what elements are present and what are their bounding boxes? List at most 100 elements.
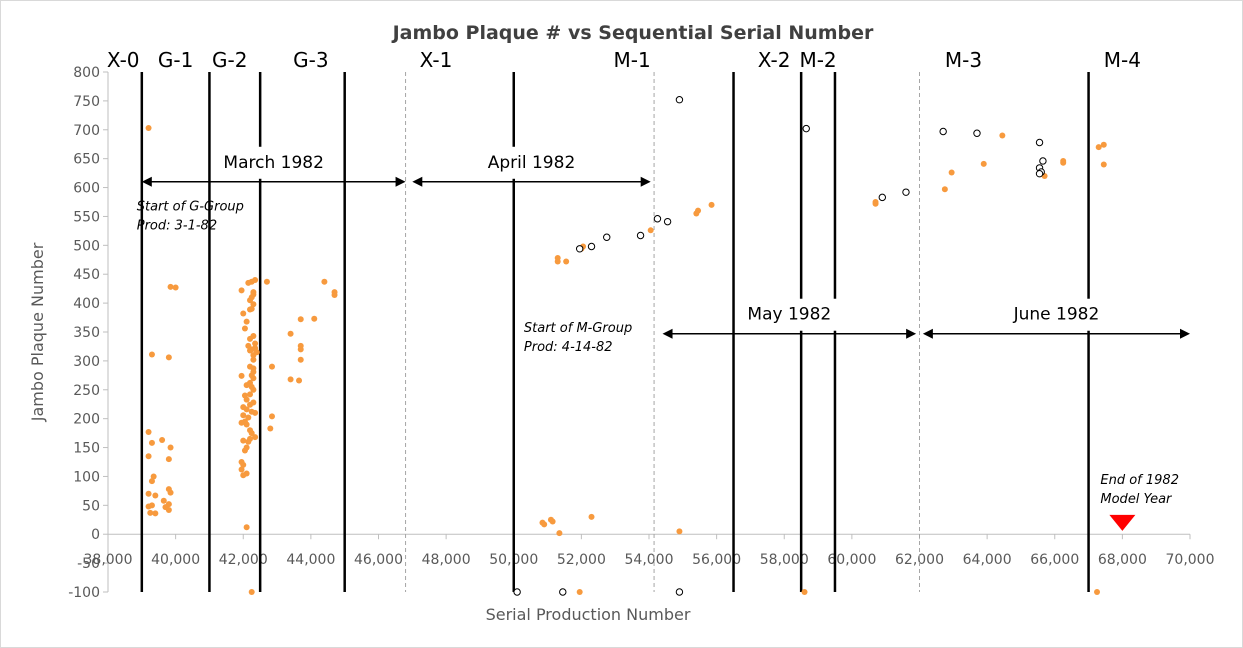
annotation-text: Prod: 3-1-82: [137, 219, 217, 234]
filled-point: [245, 414, 252, 421]
x-tick-label: 54,000: [625, 552, 674, 568]
filled-point: [238, 287, 245, 294]
filled-point: [268, 363, 275, 370]
filled-point: [159, 437, 166, 444]
filled-point: [250, 375, 257, 382]
filled-point: [172, 284, 179, 291]
filled-point: [145, 503, 152, 510]
x-tick-label: 38,000: [84, 552, 133, 568]
filled-point: [1100, 141, 1107, 148]
filled-point: [331, 292, 338, 299]
filled-point: [148, 478, 155, 485]
y-tick-label: 650: [73, 152, 100, 168]
filled-point: [165, 456, 172, 463]
month-range-label-bg: [475, 146, 588, 179]
filled-point: [148, 439, 155, 446]
filled-point: [1094, 589, 1101, 595]
y-tick-label: 800: [73, 65, 100, 81]
axes-layer: -100 -50 0 50 100 150 200 250 300 350 400 450 500 550…: [68, 65, 1214, 601]
filled-point: [145, 453, 152, 460]
filled-point: [145, 125, 152, 132]
filled-point: [167, 489, 174, 496]
filled-point: [247, 306, 254, 313]
filled-point: [647, 227, 654, 234]
month-range-label-bg: [211, 146, 336, 179]
open-point: [653, 215, 662, 223]
x-tick-label: 70,000: [1166, 552, 1215, 568]
filled-point: [872, 199, 879, 205]
filled-point: [245, 438, 252, 445]
filled-point: [1060, 157, 1067, 164]
filled-point: [252, 409, 259, 416]
x-tick-label: 44,000: [286, 552, 335, 568]
group-label: G-3: [293, 48, 328, 72]
filled-point: [247, 401, 254, 408]
filled-point: [248, 589, 255, 595]
open-point: [939, 127, 947, 136]
filled-point: [247, 335, 254, 342]
filled-point: [240, 472, 247, 479]
open-point: [1035, 169, 1044, 178]
y-tick-label: 100: [73, 469, 100, 485]
filled-point: [165, 506, 172, 513]
filled-point: [267, 425, 274, 432]
filled-point: [145, 428, 152, 435]
filled-point: [238, 419, 245, 426]
x-tick-label: 66,000: [1030, 552, 1079, 568]
y-tick-label: 750: [73, 94, 100, 110]
filled-point: [263, 278, 270, 285]
filled-point: [287, 330, 294, 337]
group-label: X-0: [107, 48, 140, 72]
filled-point: [252, 340, 259, 347]
filled-point: [588, 513, 595, 520]
group-label: M-2: [799, 48, 836, 72]
x-axis-title: Serial Production Number: [486, 605, 691, 624]
month-range-label-bg: [735, 298, 844, 331]
y-tick-label: 300: [73, 354, 100, 370]
filled-point: [152, 510, 159, 517]
filled-point: [238, 466, 245, 473]
x-tick-label: 52,000: [557, 552, 606, 568]
filled-point: [165, 354, 172, 361]
filled-point: [150, 473, 157, 480]
y-tick-label: 550: [73, 209, 100, 225]
annotation-text: Start of M-Group: [524, 321, 632, 336]
filled-point: [297, 316, 304, 323]
filled-point: [297, 346, 304, 353]
y-tick-label: 700: [73, 123, 100, 139]
filled-point: [556, 530, 563, 537]
filled-point: [999, 132, 1006, 139]
group-label: M-3: [945, 48, 982, 72]
filled-point: [250, 356, 257, 363]
x-tick-label: 48,000: [422, 552, 471, 568]
filled-point: [167, 283, 174, 290]
filled-point: [676, 528, 683, 535]
y-tick-label: -50: [77, 556, 100, 572]
filled-point: [160, 497, 167, 504]
filled-point: [296, 377, 303, 384]
annotation-text: Start of G-Group: [137, 200, 244, 215]
y-tick-label: -100: [68, 585, 100, 601]
x-tick-label: 56,000: [692, 552, 741, 568]
arrow-head-right: [395, 176, 406, 187]
filled-point: [240, 461, 247, 468]
annotation-text: End of 1982: [1100, 473, 1179, 488]
filled-point: [801, 589, 808, 595]
filled-point: [708, 201, 715, 208]
points-layer: [145, 96, 1107, 596]
filled-point: [241, 325, 248, 332]
filled-point: [549, 518, 556, 525]
filled-point: [252, 434, 259, 441]
filled-point: [147, 509, 154, 516]
month-range-label: April 1982: [488, 153, 576, 173]
filled-point: [238, 372, 245, 379]
filled-point: [241, 447, 248, 454]
filled-point: [576, 589, 583, 595]
filled-point: [980, 160, 987, 167]
month-range-label: May 1982: [747, 305, 831, 325]
x-tick-label: 68,000: [1098, 552, 1147, 568]
filled-point: [311, 315, 318, 322]
filled-point: [1095, 144, 1102, 151]
open-point: [675, 96, 684, 104]
y-tick-label: 400: [73, 296, 100, 312]
